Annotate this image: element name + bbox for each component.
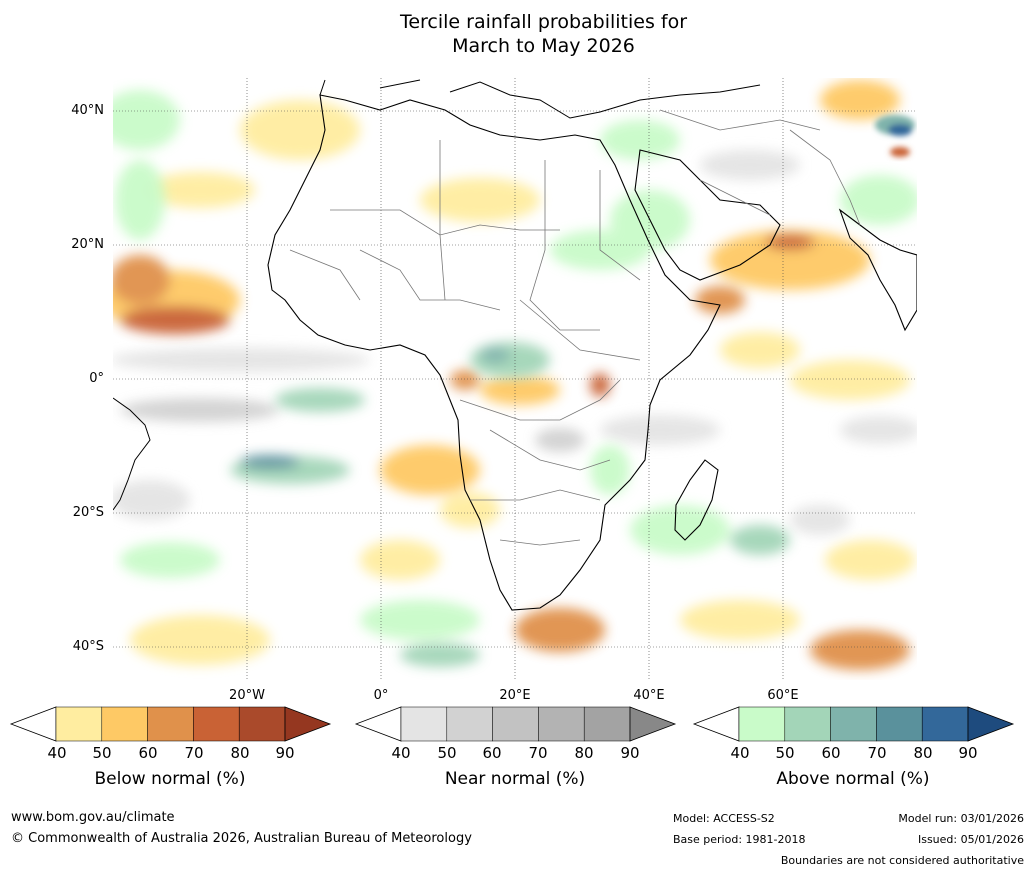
colorbar-above-segment-40 <box>738 706 786 742</box>
near-normal-areas <box>113 150 917 535</box>
map-title: Tercile rainfall probabilities for March… <box>0 10 1035 58</box>
cb-above-tick-60: 60 <box>821 744 841 762</box>
below-normal-areas <box>113 80 915 670</box>
above-normal-areas <box>113 90 917 667</box>
cb-near-tick-70: 70 <box>528 744 548 762</box>
footer-copyright: © Commonwealth of Australia 2026, Austra… <box>11 831 472 846</box>
footer-disclaimer: Boundaries are not considered authoritat… <box>780 854 1024 867</box>
lat-label-0: 0° <box>89 371 104 386</box>
colorbar-above-high-arrow <box>967 706 1015 742</box>
cb-above-tick-80: 80 <box>913 744 933 762</box>
lat-label-40s: 40°S <box>72 639 104 654</box>
lon-label-60e: 60°E <box>767 688 799 703</box>
colorbar-below-segment-80 <box>238 706 286 742</box>
lon-label-40e: 40°E <box>633 688 665 703</box>
colorbar-below-title: Below normal (%) <box>94 769 246 789</box>
footer-base-period: Base period: 1981-2018 <box>673 833 806 846</box>
cb-near-tick-80: 80 <box>574 744 594 762</box>
colorbar-below-segment-60 <box>147 706 194 742</box>
madagascar-coastline <box>674 459 719 541</box>
colorbar-above <box>692 706 1015 742</box>
footer-model-run: Model run: 03/01/2026 <box>898 812 1024 825</box>
cb-above-tick-70: 70 <box>867 744 887 762</box>
colorbar-near-segment-70 <box>538 706 585 742</box>
colorbar-near-segment-80 <box>583 706 631 742</box>
footer-model: Model: ACCESS-S2 <box>673 812 775 825</box>
colorbar-below <box>9 706 332 742</box>
colorbar-below-high-arrow <box>284 706 332 742</box>
colorbar-above-segment-80 <box>921 706 969 742</box>
colorbar-above-low-arrow <box>692 706 740 742</box>
colorbars <box>9 706 1015 742</box>
title-line-1: Tercile rainfall probabilities for <box>399 11 688 33</box>
political-borders <box>289 109 861 546</box>
arabia-coastline <box>634 149 781 281</box>
cb-near-tick-90: 90 <box>620 744 640 762</box>
cb-below-tick-70: 70 <box>184 744 204 762</box>
colorbar-near-low-arrow <box>354 706 402 742</box>
colorbar-near-title: Near normal (%) <box>444 769 586 789</box>
cb-below-tick-60: 60 <box>138 744 158 762</box>
footer-issued: Issued: 05/01/2026 <box>917 833 1024 846</box>
europe-coastline <box>319 79 761 119</box>
cb-above-tick-40: 40 <box>730 744 750 762</box>
colorbar-near-segment-60 <box>492 706 539 742</box>
colorbar-near-high-arrow <box>629 706 677 742</box>
lat-label-20n: 20°N <box>71 237 104 252</box>
graticule <box>113 78 917 680</box>
cb-below-tick-90: 90 <box>275 744 295 762</box>
colorbar-above-title: Above normal (%) <box>776 769 930 789</box>
colorbar-near-segment-50 <box>446 706 493 742</box>
cb-below-tick-80: 80 <box>230 744 250 762</box>
footer-url: www.bom.gov.au/climate <box>11 810 175 825</box>
colorbar-above-segment-50 <box>784 706 831 742</box>
probability-field <box>113 78 917 680</box>
cb-above-tick-90: 90 <box>958 744 978 762</box>
colorbar-below-segment-50 <box>101 706 148 742</box>
cb-above-tick-50: 50 <box>775 744 795 762</box>
above-normal-core-northeast <box>875 115 915 157</box>
cb-near-tick-50: 50 <box>437 744 457 762</box>
colorbar-near <box>354 706 677 742</box>
lon-label-0: 0° <box>373 688 389 703</box>
colorbar-above-segment-70 <box>876 706 923 742</box>
cb-below-tick-50: 50 <box>92 744 112 762</box>
colorbar-below-segment-70 <box>193 706 240 742</box>
south-america-coastline <box>113 397 151 511</box>
lat-label-40n: 40°N <box>71 103 104 118</box>
colorbar-near-segment-40 <box>400 706 448 742</box>
cb-below-tick-40: 40 <box>47 744 67 762</box>
africa-coastline <box>267 94 721 611</box>
colorbar-below-segment-40 <box>55 706 103 742</box>
colorbar-below-low-arrow <box>9 706 57 742</box>
cb-near-tick-60: 60 <box>482 744 502 762</box>
lat-label-20s: 20°S <box>72 505 104 520</box>
lon-label-20e: 20°E <box>499 688 531 703</box>
lon-label-20w: 20°W <box>229 688 265 703</box>
india-coastline <box>838 208 917 332</box>
title-line-2: March to May 2026 <box>452 35 635 57</box>
colorbar-above-segment-60 <box>830 706 877 742</box>
cb-near-tick-40: 40 <box>391 744 411 762</box>
